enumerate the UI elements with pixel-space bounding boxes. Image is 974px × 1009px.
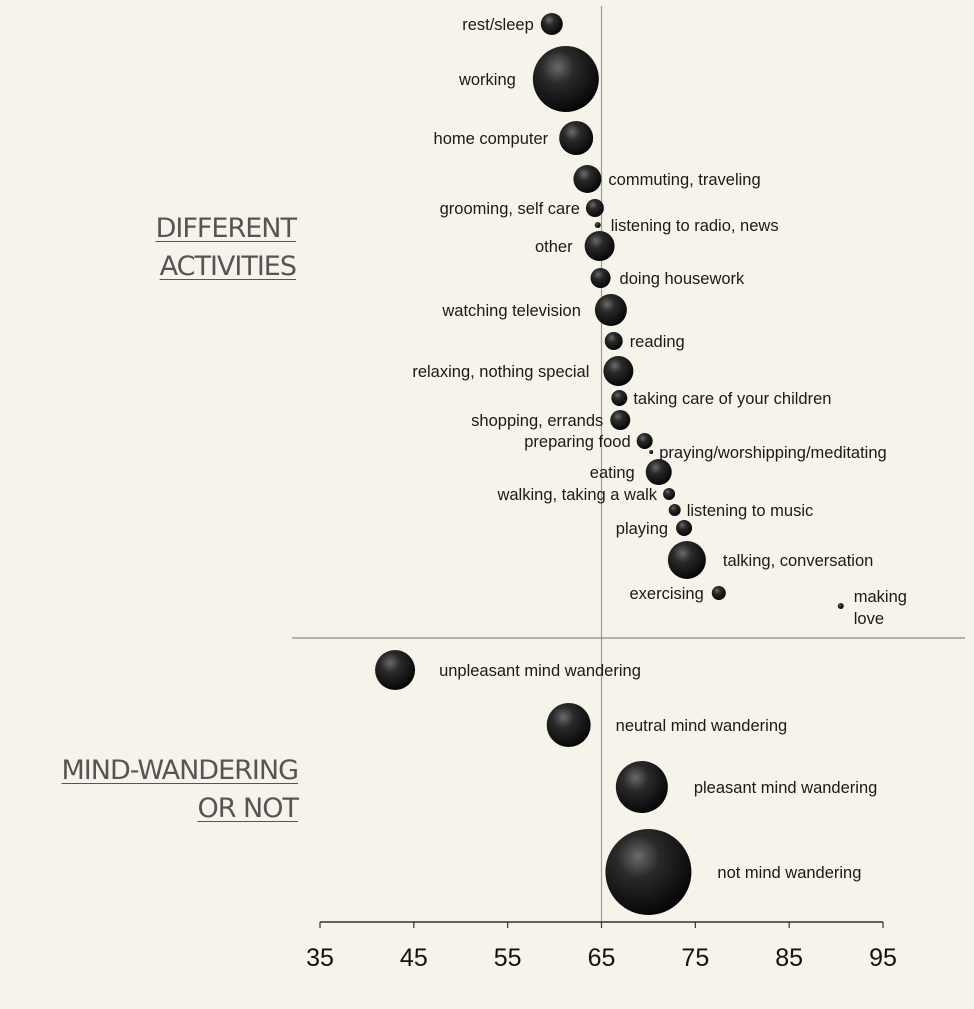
data-point — [590, 268, 611, 288]
point-label: doing housework — [620, 270, 745, 288]
point-label: shopping, errands — [471, 412, 603, 430]
section-heading-mind-wandering: MIND-WANDERING OR NOT — [0, 752, 299, 828]
data-point — [668, 504, 681, 516]
x-tick-label: 35 — [306, 944, 334, 972]
point-label: preparing food — [524, 433, 630, 451]
data-point — [585, 199, 604, 217]
heading-mind-line-1: MIND-WANDERING — [61, 755, 299, 786]
data-point — [540, 13, 563, 35]
point-label: grooming, self care — [440, 200, 580, 218]
data-point — [615, 761, 668, 813]
data-point — [663, 488, 676, 500]
point-label: listening to radio, news — [611, 217, 779, 235]
point-label: relaxing, nothing special — [412, 363, 589, 381]
point-label: eating — [590, 464, 635, 482]
point-label: unpleasant mind wandering — [439, 662, 641, 680]
point-label: exercising — [629, 585, 703, 603]
data-point — [636, 433, 653, 449]
point-label: talking, conversation — [723, 552, 873, 570]
data-point — [603, 356, 634, 386]
point-label: watching television — [441, 302, 581, 320]
x-tick-label: 55 — [494, 944, 522, 972]
heading-mind-line-2: OR NOT — [197, 793, 299, 824]
point-label: other — [535, 238, 573, 256]
data-point — [649, 450, 654, 454]
data-point — [573, 165, 602, 193]
point-label: rest/sleep — [462, 16, 534, 34]
data-point — [667, 541, 706, 579]
point-label: neutral mind wandering — [616, 717, 788, 735]
point-label: listening to music — [687, 502, 814, 520]
point-label: home computer — [434, 130, 549, 148]
section-heading-activities: DIFFERENT ACTIVITIES — [110, 210, 297, 286]
point-label: taking care of your children — [633, 390, 831, 408]
x-tick-label: 75 — [681, 944, 709, 972]
point-label: working — [458, 71, 516, 89]
data-point — [605, 829, 692, 915]
x-tick-label: 95 — [869, 944, 897, 972]
data-point — [676, 520, 693, 536]
point-label: commuting, traveling — [608, 171, 760, 189]
point-label: not mind wandering — [717, 864, 861, 882]
x-tick-label: 85 — [775, 944, 803, 972]
data-point — [611, 390, 628, 406]
x-tick-label: 45 — [400, 944, 428, 972]
point-label: making love — [854, 588, 907, 628]
point-label: walking, taking a walk — [496, 486, 657, 504]
data-point — [645, 459, 672, 485]
point-label: pleasant mind wandering — [694, 779, 877, 797]
point-label: reading — [630, 333, 685, 351]
data-point — [532, 46, 599, 112]
x-tick-label: 65 — [588, 944, 616, 972]
data-point — [594, 222, 601, 228]
point-label: praying/worshipping/meditating — [659, 444, 886, 462]
point-label: playing — [616, 520, 668, 538]
data-point — [711, 586, 726, 600]
data-point — [559, 121, 594, 155]
data-point — [584, 231, 615, 261]
data-point — [546, 703, 591, 747]
data-point — [375, 650, 416, 690]
data-point — [837, 603, 844, 609]
data-point — [610, 410, 631, 430]
heading-activities-line-2: ACTIVITIES — [159, 251, 297, 282]
data-point — [594, 294, 627, 326]
data-point — [604, 332, 623, 350]
heading-activities-line-1: DIFFERENT — [155, 213, 297, 244]
